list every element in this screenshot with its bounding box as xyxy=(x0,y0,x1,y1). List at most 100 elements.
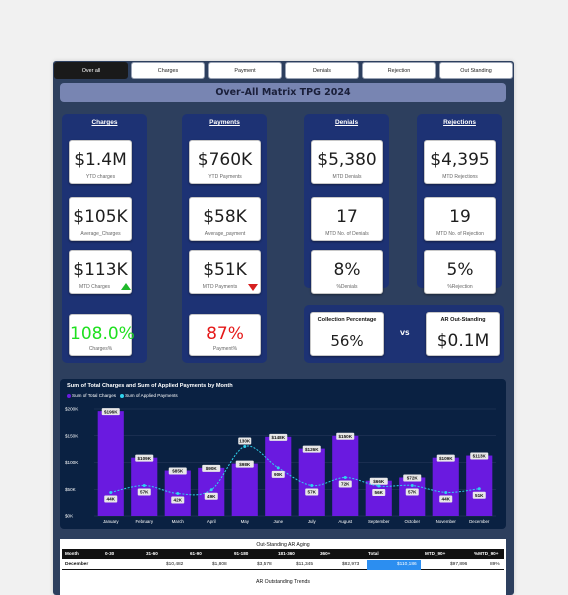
bar-data-label: $109K xyxy=(137,456,151,461)
dashboard-frame: Over all Charges Payment Denials Rejecti… xyxy=(53,61,514,595)
th-0-30: 0-30 xyxy=(105,551,115,556)
x-tick-label: November xyxy=(436,519,457,524)
bar-data-label: $148K xyxy=(271,435,285,440)
line-point xyxy=(343,475,347,479)
mtd-denials-card: $5,380 MTD Denials xyxy=(311,140,383,184)
legend-charges-swatch xyxy=(67,393,71,398)
line-data-label-box xyxy=(338,480,352,488)
bar-total-charges xyxy=(332,435,359,516)
collection-vs-ar-panel: Collection Percentage 56% VS AR Out-Stan… xyxy=(304,305,504,363)
tab-over-all[interactable]: Over all xyxy=(54,62,128,79)
payments-title[interactable]: Payments xyxy=(209,119,240,126)
y-tick-label: $0K xyxy=(65,514,74,519)
charges-title[interactable]: Charges xyxy=(91,119,118,126)
ytd-charges-label: YTD charges xyxy=(85,174,116,180)
bar-data-label-box xyxy=(336,432,355,440)
line-data-label-box xyxy=(271,470,285,478)
th-total: Total xyxy=(368,551,379,556)
x-tick-label: April xyxy=(207,519,216,524)
x-tick-label: January xyxy=(103,519,119,524)
mtd-payments-value: $51K xyxy=(203,260,247,280)
line-data-label: 42K xyxy=(174,498,183,503)
charges-pct-value: 108.0% xyxy=(70,324,135,344)
table-header: Month 0-30 31-60 61-90 91-180 181-360 36… xyxy=(62,549,504,559)
ytd-charges-value: $1.4M xyxy=(74,150,127,170)
chart-title: Sum of Total Charges and Sum of Applied … xyxy=(67,383,233,389)
bar-data-label-box xyxy=(302,445,321,453)
line-data-label: 56K xyxy=(375,490,384,495)
mtd-no-rejection-label: MTD No. of Rejection xyxy=(436,231,484,237)
mtd-denials-value: $5,380 xyxy=(317,150,377,170)
average-payment-label: Average_payment xyxy=(204,231,246,237)
bar-data-label-box xyxy=(269,433,288,441)
legend-charges[interactable]: Sum of Total Charges xyxy=(67,393,116,398)
td-month: December xyxy=(65,562,89,567)
x-tick-label: August xyxy=(338,519,352,524)
line-point xyxy=(377,484,381,488)
mtd-charges-label: MTD Charges xyxy=(78,284,111,290)
td-31-60: $10,482 xyxy=(166,562,184,567)
bar-data-label: $90K xyxy=(206,466,218,471)
bar-total-charges xyxy=(231,463,258,516)
th-month: Month xyxy=(65,551,79,556)
ar-outstanding-value: $0.1M xyxy=(436,331,490,351)
td-181-360: $11,345 xyxy=(296,562,313,567)
line-data-label: 57K xyxy=(408,490,417,495)
mtd-no-rejection-card: 19 MTD No. of Rejection xyxy=(424,197,496,241)
bar-data-label: $150K xyxy=(338,434,352,439)
denials-pct-card: 8% %Denials xyxy=(311,250,383,294)
bar-total-charges xyxy=(466,455,493,516)
line-data-label: 44K xyxy=(107,497,116,502)
line-data-label: 49K xyxy=(207,494,216,499)
th-360-plus: 360+ xyxy=(320,551,331,556)
legend-payments[interactable]: Sum of Applied Payments xyxy=(120,393,178,398)
charges-pct-card: 108.0% Charges% xyxy=(69,314,135,356)
td-total: $110,186 xyxy=(397,562,417,567)
mtd-payments-card: $51K MTD Payments xyxy=(189,250,261,294)
line-point xyxy=(109,490,113,494)
line-point xyxy=(176,492,180,496)
line-data-label-box xyxy=(305,488,319,496)
line-point xyxy=(276,466,280,470)
x-tick-label: June xyxy=(273,519,283,524)
line-applied-payments xyxy=(110,445,480,496)
tab-charges[interactable]: Charges xyxy=(131,62,205,79)
td-mtd-90: $97,896 xyxy=(450,562,468,567)
th-91-180: 91-180 xyxy=(234,551,249,556)
ar-trends-title: AR Outstanding Trends xyxy=(256,579,310,585)
tab-rejection[interactable]: Rejection xyxy=(362,62,436,79)
average-charges-value: $105K xyxy=(73,207,128,227)
tab-out-standing[interactable]: Out Standing xyxy=(439,62,513,79)
x-tick-label: October xyxy=(404,519,420,524)
trend-up-icon xyxy=(121,283,131,290)
tab-denials[interactable]: Denials xyxy=(285,62,359,79)
line-point xyxy=(209,488,213,492)
bar-data-label: $85K xyxy=(172,469,184,474)
bar-total-charges xyxy=(432,457,459,516)
rejections-title[interactable]: Rejections xyxy=(443,119,476,126)
line-data-label-box xyxy=(137,488,151,496)
denials-title[interactable]: Denials xyxy=(334,119,359,126)
charges-pct-label: Charges% xyxy=(88,346,113,352)
mtd-denials-label: MTD Denials xyxy=(332,174,362,180)
bar-data-label-box xyxy=(470,452,489,460)
line-point xyxy=(410,484,414,488)
bar-total-charges xyxy=(399,477,426,516)
bar-data-label-box xyxy=(235,460,254,468)
charges-payments-chart: Sum of Total Charges and Sum of Applied … xyxy=(60,379,506,529)
tab-payment[interactable]: Payment xyxy=(208,62,282,79)
line-data-label-box xyxy=(104,495,118,503)
ytd-charges-card: $1.4M YTD charges xyxy=(69,140,132,184)
mtd-rejections-value: $4,395 xyxy=(430,150,490,170)
th-31-60: 31-60 xyxy=(146,551,158,556)
total-highlight xyxy=(367,560,421,570)
line-point xyxy=(142,484,146,488)
line-point xyxy=(310,484,314,488)
x-tick-label: December xyxy=(469,519,490,524)
line-data-label: 57K xyxy=(308,490,317,495)
line-data-label-box xyxy=(238,437,252,445)
bar-data-label-box xyxy=(202,464,221,472)
collection-percentage-card: Collection Percentage 56% xyxy=(310,312,384,356)
y-tick-label: $200K xyxy=(65,407,79,412)
payment-pct-label: Payment% xyxy=(212,346,238,352)
